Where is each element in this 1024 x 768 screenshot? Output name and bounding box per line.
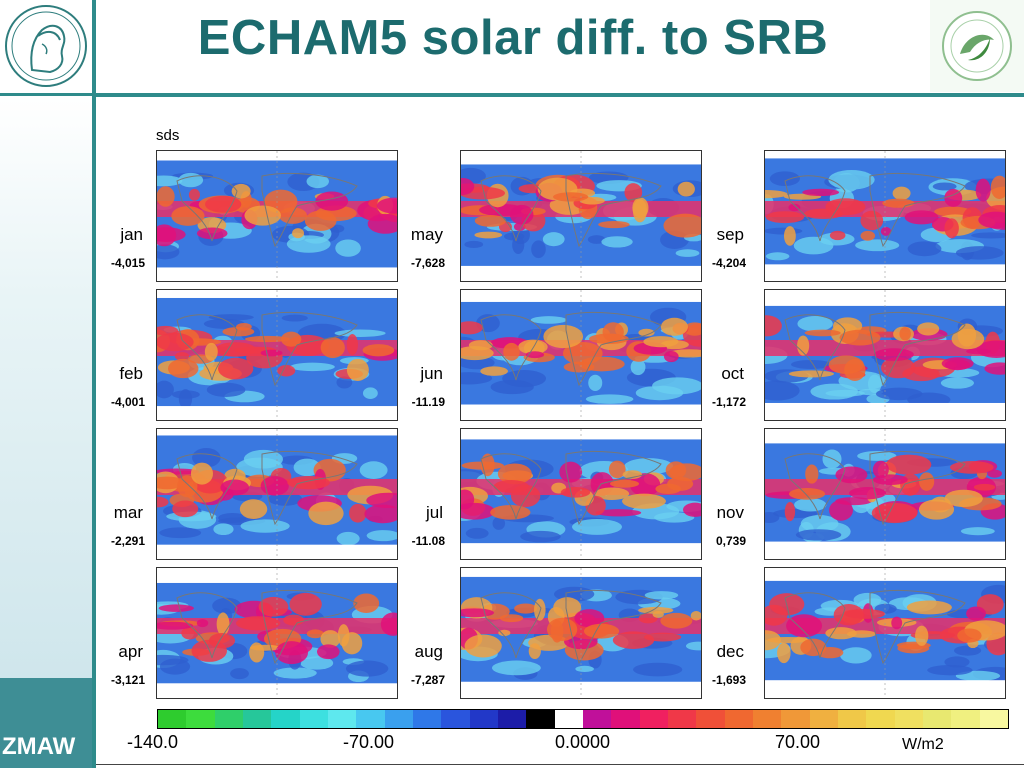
mean-value-label: -7,628 — [410, 256, 445, 270]
map-panel-may — [460, 150, 702, 282]
header-divider — [0, 93, 1024, 97]
colorbar-swatch — [837, 710, 867, 728]
map-panel-aug — [460, 567, 702, 699]
colorbar-swatch — [412, 710, 442, 728]
sidebar-footer — [0, 678, 92, 768]
month-label: aug — [414, 642, 443, 661]
zmaw-logo: ZMAW — [0, 728, 92, 762]
colorbar-swatch — [526, 710, 555, 728]
colorbar-swatch — [554, 710, 583, 728]
month-label: dec — [716, 642, 744, 661]
colorbar-swatch — [639, 710, 668, 728]
colorbar — [157, 709, 1009, 729]
sidebar-gradient — [0, 96, 92, 678]
map-panel-oct — [764, 289, 1006, 421]
colorbar-tick-label: -140.0 — [127, 732, 179, 752]
map-panel-jan — [156, 150, 398, 282]
colorbar-swatch — [242, 710, 272, 728]
month-label: nov — [716, 503, 744, 522]
colorbar-swatch — [922, 710, 952, 728]
colorbar-tick-label: 0.0000 — [555, 732, 611, 752]
colorbar-unit: W/m2 — [902, 736, 944, 753]
mean-value-label: -7,287 — [410, 673, 445, 687]
map-panel-apr — [156, 567, 398, 699]
mean-value-label: -1,172 — [711, 395, 746, 409]
colorbar-swatch — [866, 710, 895, 728]
colorbar-swatch — [979, 710, 1008, 728]
sidebar-divider — [92, 0, 96, 768]
colorbar-swatch — [667, 710, 697, 728]
colorbar-swatch — [951, 710, 980, 728]
colorbar-swatch — [724, 710, 753, 728]
map-panel-mar — [156, 428, 398, 560]
colorbar-tick-label: -70.00 — [343, 732, 395, 752]
colorbar-swatch — [214, 710, 243, 728]
variable-label: sds — [156, 127, 180, 144]
colorbar-swatch — [809, 710, 838, 728]
map-panel-nov — [764, 428, 1006, 560]
colorbar-swatch — [356, 710, 385, 728]
mean-value-label: -1,693 — [711, 673, 746, 687]
colorbar-swatch — [752, 710, 782, 728]
month-label: jul — [425, 503, 443, 522]
mean-value-label: -11.19 — [411, 395, 445, 409]
colorbar-swatch — [441, 710, 470, 728]
slide-title: ECHAM5 solar diff. to SRB — [197, 11, 829, 65]
colorbar-swatch — [271, 710, 300, 728]
month-label: jan — [120, 225, 143, 244]
zmaw-logo-text: ZMAW — [2, 733, 76, 760]
mean-value-label: -3,121 — [110, 673, 145, 687]
mean-value-label: 0,739 — [715, 534, 746, 548]
month-label: jun — [420, 364, 443, 383]
colorbar-swatch — [186, 710, 215, 728]
month-label: mar — [113, 503, 143, 522]
month-label: feb — [119, 364, 143, 383]
mean-value-label: -4,001 — [110, 395, 145, 409]
map-panel-sep — [764, 150, 1006, 282]
max-planck-logo — [2, 0, 90, 92]
colorbar-swatch — [894, 710, 923, 728]
map-panel-jun — [460, 289, 702, 421]
colorbar-swatch — [781, 710, 810, 728]
colorbar-swatch — [327, 710, 357, 728]
colorbar-swatch — [582, 710, 612, 728]
colorbar-tick-label: 70.00 — [775, 732, 821, 752]
colorbar-swatch — [469, 710, 498, 728]
colorbar-swatch — [611, 710, 640, 728]
colorbar-swatch — [384, 710, 413, 728]
colorbar-swatch — [299, 710, 328, 728]
colorbar-swatch — [158, 710, 187, 728]
month-label: apr — [118, 642, 143, 661]
month-label: may — [410, 225, 443, 244]
footer-divider — [96, 764, 1024, 765]
mean-value-label: -2,291 — [110, 534, 145, 548]
mean-value-label: -4,204 — [711, 256, 746, 270]
map-panel-dec — [764, 567, 1006, 699]
mean-value-label: -4,015 — [110, 256, 145, 270]
colorbar-swatch — [497, 710, 527, 728]
map-panel-feb — [156, 289, 398, 421]
month-label: sep — [716, 225, 744, 244]
mean-value-label: -11.08 — [411, 534, 445, 548]
institute-logo — [930, 0, 1024, 92]
colorbar-swatch — [696, 710, 725, 728]
map-panel-jul — [460, 428, 702, 560]
month-label: oct — [721, 364, 744, 383]
